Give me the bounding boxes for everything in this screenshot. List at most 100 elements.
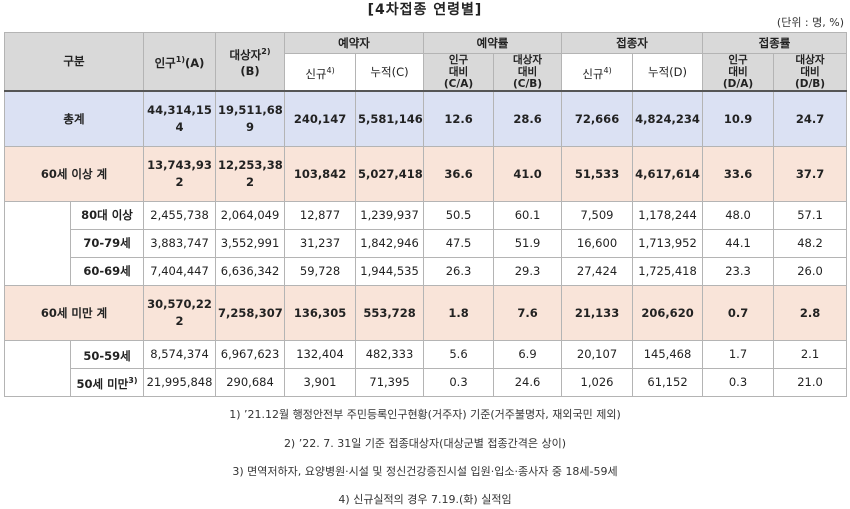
row-label: 60세 이상 계 [3,146,145,202]
cell-population: 21,995,848 [143,368,217,397]
footnote-2: 2) ’22. 7. 31일 기준 접종대상자(대상군별 접종간격은 상이) [283,437,567,450]
cell-res-rate-b: 60.1 [493,201,563,230]
header-vacc-rate: 접종률 [702,32,848,54]
cell-res-rate-a: 1.8 [423,285,495,341]
cell-vac-cum: 145,468 [632,340,704,369]
cell-res-rate-b: 28.6 [493,90,563,147]
cell-vac-new: 21,133 [561,285,634,341]
cell-res-rate-a: 0.3 [423,368,495,397]
cell-res-rate-a: 47.5 [423,229,495,258]
row-label: 50-59세 [69,340,145,369]
cell-res-cum: 1,239,937 [355,201,425,230]
row-label: 50세 미만3) [69,368,145,397]
cell-res-new: 132,404 [284,340,357,369]
header-vrate-target: 대상자 대비 (D/B) [773,53,848,92]
cell-res-new: 136,305 [284,285,357,341]
cell-res-rate-a: 36.6 [423,146,495,202]
header-vaccinated-new: 신규4) [561,53,634,92]
page-title: [4차접종 연령별] [367,2,483,18]
cell-vac-new: 16,600 [561,229,634,258]
row-label: 60세 미만 계 [3,285,145,341]
cell-vac-cum: 206,620 [632,285,704,341]
cell-vac-new: 51,533 [561,146,634,202]
vaccination-table: 구분 인구1)(A) 대상자2) (B) 예약자 예약률 접종자 접종률 신규4)… [3,32,848,397]
header-reserved-cum: 누적(C) [355,53,425,92]
cell-vac-new: 72,666 [561,90,634,147]
cell-vac-rate-a: 44.1 [702,229,775,258]
row-label: 80대 이상 [69,201,145,230]
cell-population: 8,574,374 [143,340,217,369]
cell-res-cum: 71,395 [355,368,425,397]
cell-res-rate-a: 26.3 [423,257,495,286]
cell-target: 2,064,049 [215,201,286,230]
cell-target: 12,253,38 2 [215,146,286,202]
cell-vac-rate-a: 10.9 [702,90,775,147]
header-rate-target: 대상자 대비 (C/B) [493,53,563,92]
cell-target: 6,636,342 [215,257,286,286]
cell-res-cum: 1,842,946 [355,229,425,258]
cell-population: 7,404,447 [143,257,217,286]
cell-vac-rate-a: 23.3 [702,257,775,286]
header-vaccinated-cum: 누적(D) [632,53,704,92]
cell-vac-rate-b: 37.7 [773,146,848,202]
table-row-total: 총계 44,314,15 4 19,511,68 9 240,147 5,581,1… [3,90,848,147]
header-reserved-new: 신규4) [284,53,357,92]
cell-vac-cum: 1,725,418 [632,257,704,286]
header-category: 구분 [3,32,145,92]
cell-res-new: 31,237 [284,229,357,258]
cell-res-cum: 5,581,146 [355,90,425,147]
cell-population: 3,883,747 [143,229,217,258]
table-row-over60: 60세 이상 계 13,743,93 2 12,253,38 2 103,842 5… [3,146,848,202]
cell-res-cum: 5,027,418 [355,146,425,202]
cell-vac-rate-b: 24.7 [773,90,848,147]
cell-res-rate-b: 41.0 [493,146,563,202]
cell-res-new: 240,147 [284,90,357,147]
footnote-3: 3) 면역저하자, 요양병원·시설 및 정신건강증진시설 입원·입소·종사자 중… [232,465,618,478]
cell-vac-cum: 1,178,244 [632,201,704,230]
cell-res-new: 59,728 [284,257,357,286]
cell-vac-rate-b: 26.0 [773,257,848,286]
header-reserve-rate: 예약률 [423,32,563,54]
header-rate-pop: 인구 대비 (C/A) [423,53,495,92]
cell-vac-new: 27,424 [561,257,634,286]
cell-vac-rate-a: 0.7 [702,285,775,341]
cell-res-rate-b: 51.9 [493,229,563,258]
cell-vac-new: 1,026 [561,368,634,397]
cell-res-rate-a: 5.6 [423,340,495,369]
cell-res-rate-a: 50.5 [423,201,495,230]
cell-res-rate-a: 12.6 [423,90,495,147]
cell-population: 2,455,738 [143,201,217,230]
cell-target: 7,258,307 [215,285,286,341]
footnote-1: 1) ’21.12월 행정안전부 주민등록인구현황(거주자) 기준(거주불명자,… [229,408,621,421]
table-row: 50-59세 8,574,374 6,967,623 132,404 482,3… [4,340,848,369]
cell-vac-cum: 4,824,234 [632,90,704,147]
cell-vac-rate-b: 57.1 [773,201,848,230]
cell-res-new: 12,877 [284,201,357,230]
row-label: 총계 [3,90,145,147]
cell-res-rate-b: 6.9 [493,340,563,369]
header-vrate-pop: 인구 대비 (D/A) [702,53,775,92]
header-reserved: 예약자 [284,32,425,54]
cell-vac-rate-a: 48.0 [702,201,775,230]
cell-vac-new: 20,107 [561,340,634,369]
cell-res-rate-b: 29.3 [493,257,563,286]
cell-res-cum: 553,728 [355,285,425,341]
cell-res-cum: 482,333 [355,340,425,369]
cell-res-cum: 1,944,535 [355,257,425,286]
header-population: 인구1)(A) [143,32,217,92]
row-label: 70-79세 [69,229,145,258]
cell-population: 13,743,93 2 [143,146,217,202]
cell-vac-rate-a: 0.3 [702,368,775,397]
cell-population: 44,314,15 4 [143,90,217,147]
cell-target: 6,967,623 [215,340,286,369]
table-row: 70-79세 3,883,747 3,552,991 31,237 1,842,… [4,229,848,258]
footnote-4: 4) 신규실적의 경우 7.19.(화) 실적임 [338,493,512,506]
cell-vac-rate-b: 2.1 [773,340,848,369]
table-row: 60-69세 7,404,447 6,636,342 59,728 1,944,… [4,257,848,286]
cell-vac-rate-b: 21.0 [773,368,848,397]
table-row-under60: 60세 미만 계 30,570,22 2 7,258,307 136,305 55… [3,285,848,341]
header-vaccinated: 접종자 [561,32,704,54]
cell-vac-rate-b: 2.8 [773,285,848,341]
cell-target: 3,552,991 [215,229,286,258]
cell-vac-cum: 4,617,614 [632,146,704,202]
